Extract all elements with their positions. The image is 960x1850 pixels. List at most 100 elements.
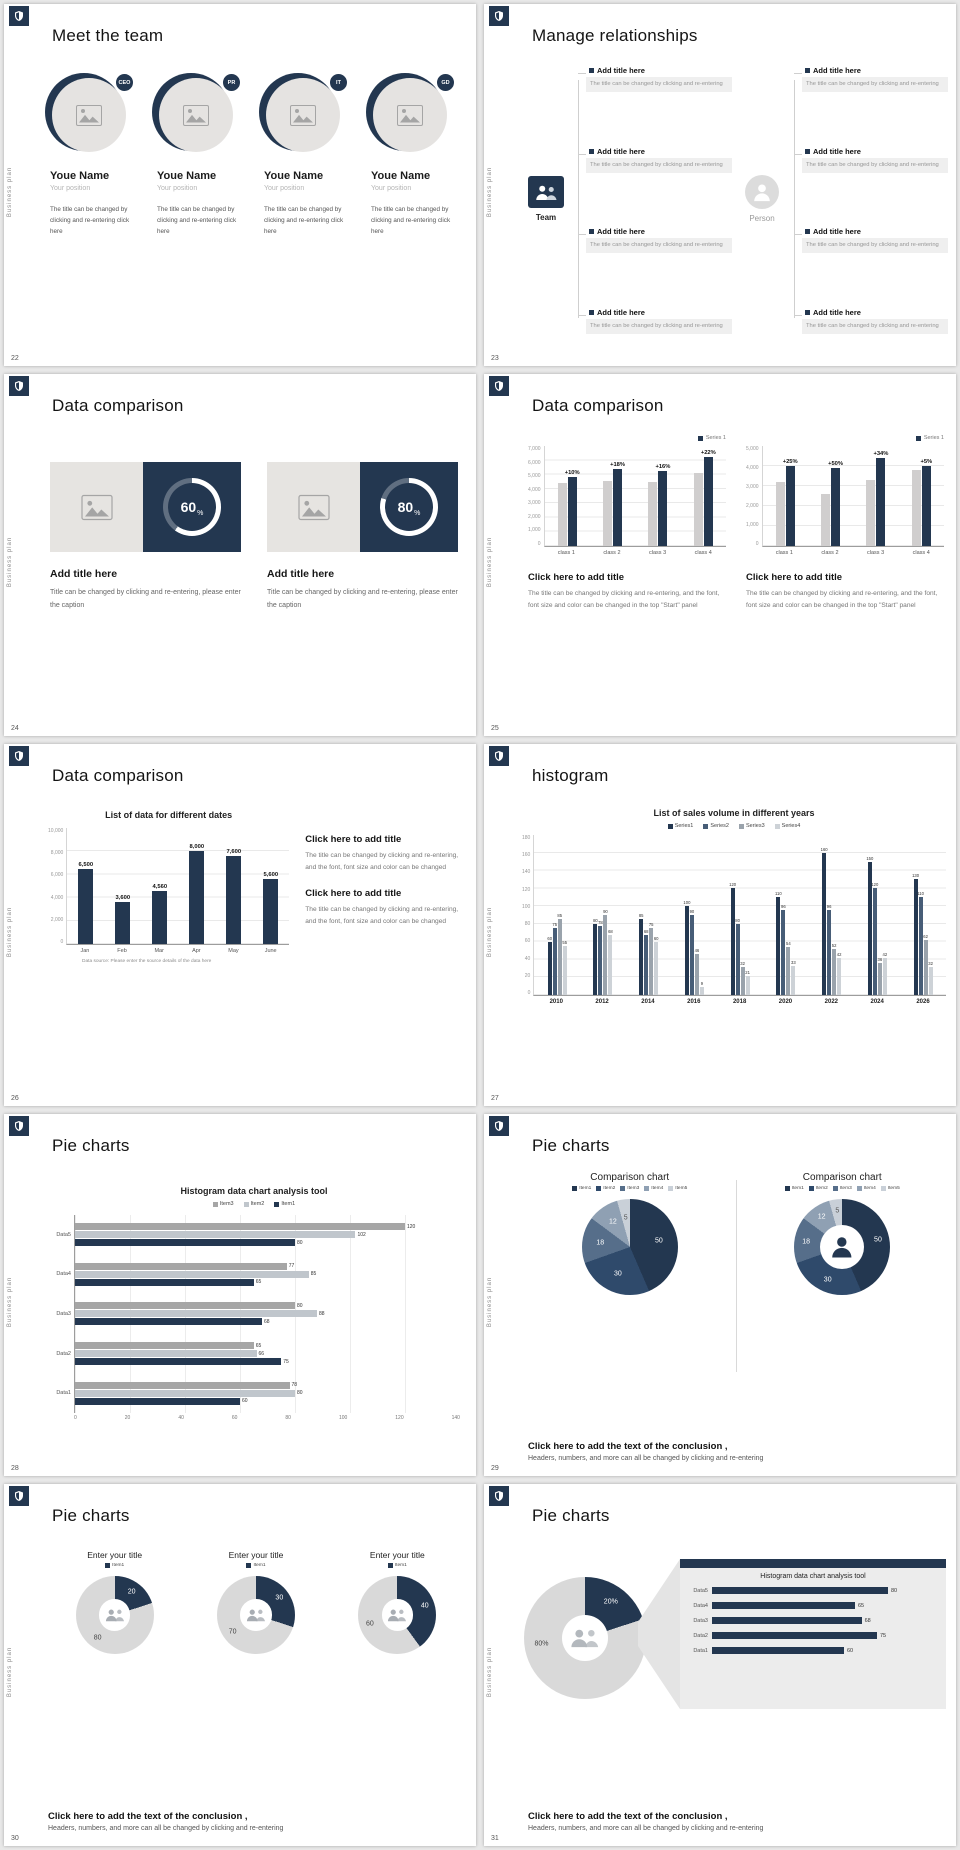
bar-Series3[interactable]: 46 [695,948,699,995]
bar-Series 1[interactable]: +5% [920,459,932,546]
bar-data[interactable]: 4,560 [152,884,168,944]
bar-Series4[interactable]: 55 [562,940,567,995]
slide-30-pie-charts[interactable]: Business plan Pie charts Enter your titl… [4,1484,476,1846]
bar-Item3[interactable] [75,1262,287,1270]
bar-previous[interactable] [821,494,831,546]
bar-Series2[interactable]: 80 [735,918,740,995]
bar-data[interactable]: 8,000 [189,844,205,944]
bar-Series3[interactable]: 54 [786,941,791,995]
relationship-box[interactable]: Add title here The title can be changed b… [578,64,732,93]
image-placeholder[interactable] [267,462,360,552]
slide-29-pie-charts[interactable]: Business plan Pie charts Comparison char… [484,1114,956,1476]
bar-Series1[interactable]: 150 [866,856,873,995]
bar-Series4[interactable]: 32 [928,961,933,995]
slide-23-manage-relationships[interactable]: Business plan Manage relationships Team … [484,4,956,366]
bar-Series2[interactable]: 75 [552,922,557,995]
team-member-card[interactable]: PR Youe Name Your position The title can… [152,72,250,237]
bar[interactable] [712,1587,888,1594]
bar-Item1[interactable] [75,1318,262,1326]
bar-Item1[interactable] [75,1239,295,1247]
bar-previous[interactable] [557,483,567,546]
bar[interactable] [712,1647,844,1654]
bar-Series2[interactable]: 110 [917,891,924,995]
bar-Series4[interactable]: 68 [608,929,613,995]
bar-data[interactable]: 3,600 [115,895,131,944]
bar-Series4[interactable]: 60 [654,936,659,995]
bar-Item3[interactable] [75,1223,405,1231]
slide-24-data-comparison[interactable]: Business plan Data comparison 60% Add ti… [4,374,476,736]
bar-Item2[interactable] [75,1389,295,1397]
slide-27-histogram[interactable]: Business plan histogram List of sales vo… [484,744,956,1106]
doughnut-chart[interactable]: 20 80 [75,1576,154,1654]
bar-Series4[interactable]: 9 [699,981,704,995]
avatar-image-placeholder[interactable] [266,78,340,152]
bar-Series1[interactable]: 110 [775,891,782,995]
bar-Series 1[interactable]: +50% [828,461,843,546]
bar-Series 1[interactable]: +18% [610,462,625,546]
bar-Series2[interactable]: 96 [781,904,786,995]
bar-previous[interactable] [911,470,921,546]
bar-previous[interactable] [648,481,658,546]
pie-chart[interactable]: 50 30 18 12 5 [581,1199,678,1295]
bar-data[interactable]: 7,600 [226,849,242,944]
bar-Series 1[interactable]: +25% [783,459,798,546]
comparison-card[interactable]: 80% Add title here Title can be changed … [267,462,458,612]
slide-28-pie-charts[interactable]: Business plan Pie charts Histogram data … [4,1114,476,1476]
slide-25-data-comparison[interactable]: Business plan Data comparison Series 1 7… [484,374,956,736]
bar-Series1[interactable]: 120 [729,882,736,995]
bar-Item2[interactable] [75,1270,309,1278]
relationship-box[interactable]: Add title here The title can be changed b… [794,64,948,93]
bar-Series 1[interactable]: +16% [655,464,670,546]
bar-Series1[interactable]: 130 [912,873,919,995]
bar-Series1[interactable]: 80 [593,918,598,995]
team-member-card[interactable]: GD Youe Name Your position The title can… [366,72,464,237]
bar-previous[interactable] [693,473,703,546]
bar-Series4[interactable]: 42 [837,952,841,995]
doughnut-chart[interactable]: 40 60 [358,1576,437,1654]
relationship-box[interactable]: Add title here The title can be changed b… [794,225,948,254]
comparison-card[interactable]: 60% Add title here Title can be changed … [50,462,241,612]
bar-Series 1[interactable]: +34% [873,451,888,546]
team-member-card[interactable]: CEO Youe Name Your position The title ca… [45,72,143,237]
doughnut-chart[interactable]: 50 30 18 12 5 [794,1199,891,1295]
relationship-box[interactable]: Add title here The title can be changed b… [578,225,732,254]
bar-Series1[interactable]: 85 [639,913,644,995]
image-placeholder[interactable] [50,462,143,552]
bar-Series3[interactable]: 32 [740,961,745,995]
bar-Series3[interactable]: 85 [557,913,562,995]
relationship-box[interactable]: Add title here The title can be changed b… [578,305,732,334]
slide-22-meet-the-team[interactable]: Business plan Meet the team CEO Youe Nam… [4,4,476,366]
bar-Series 1[interactable]: +10% [565,470,580,546]
doughnut-chart[interactable]: 20% 80% [524,1577,646,1699]
bar[interactable] [712,1617,862,1624]
bar-Series3[interactable]: 62 [923,934,928,995]
bar-previous[interactable] [603,481,613,546]
bar-data[interactable]: 5,600 [263,872,279,944]
bar-Series3[interactable]: 75 [649,922,654,995]
bar-previous[interactable] [866,480,876,546]
bar-Series4[interactable]: 33 [791,960,796,995]
bar-Series3[interactable]: 36 [878,957,882,995]
relationship-box[interactable]: Add title here The title can be changed b… [794,305,948,334]
bar-data[interactable]: 6,500 [78,862,94,944]
bar-Item1[interactable] [75,1397,240,1405]
bar-Series4[interactable]: 21 [745,970,750,995]
bar[interactable] [712,1602,855,1609]
relationship-box[interactable]: Add title here The title can be changed b… [578,144,732,173]
bar-Series2[interactable]: 78 [598,920,603,995]
doughnut-chart[interactable]: 30 70 [216,1576,295,1654]
slide-31-pie-charts[interactable]: Business plan Pie charts 20% 80% Histogra… [484,1484,956,1846]
avatar-image-placeholder[interactable] [373,78,447,152]
bar-Series4[interactable]: 42 [883,952,887,995]
bar[interactable] [712,1632,877,1639]
relationship-box[interactable]: Add title here The title can be changed b… [794,144,948,173]
bar-Series2[interactable]: 68 [644,929,649,995]
avatar-image-placeholder[interactable] [159,78,233,152]
bar-Series3[interactable]: 90 [603,909,608,995]
bar-Series2[interactable]: 96 [827,904,831,995]
bar-previous[interactable] [775,482,785,546]
bar-Series3[interactable]: 52 [832,943,836,995]
bar-Item1[interactable] [75,1278,254,1286]
bar-Item3[interactable] [75,1381,290,1389]
bar-Item3[interactable] [75,1342,254,1350]
